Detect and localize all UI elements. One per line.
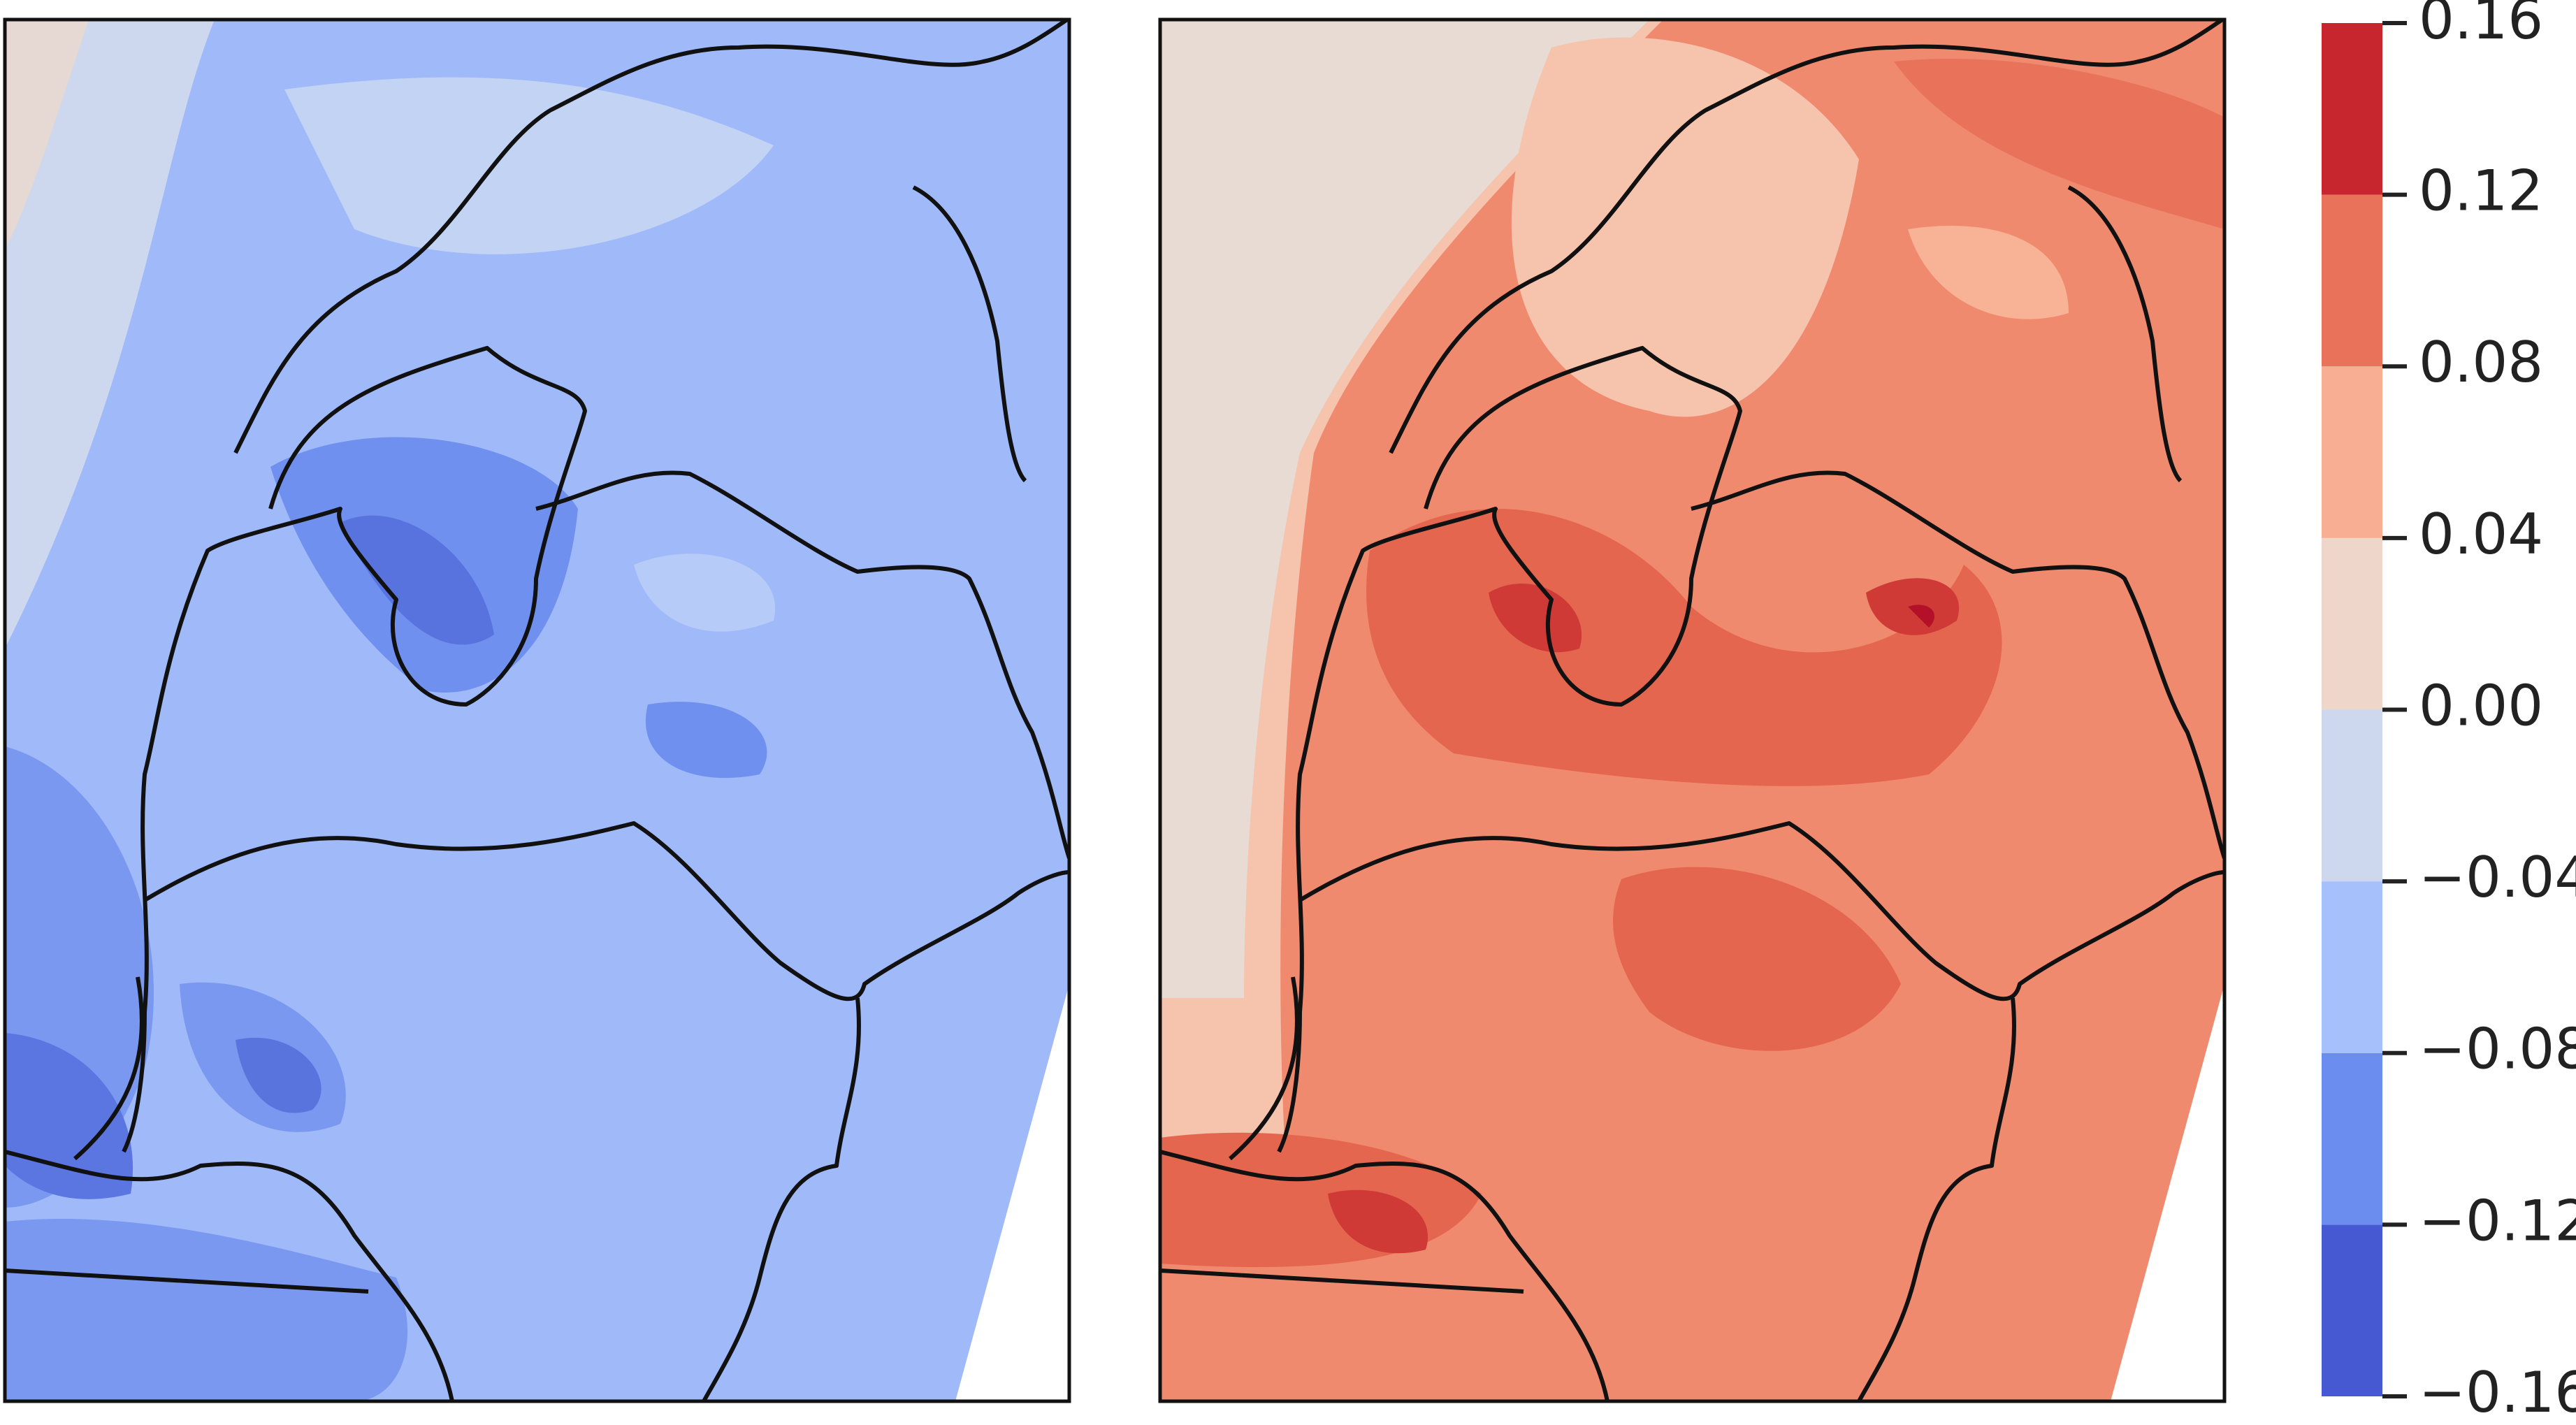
colorbar-tick-label: −0.12 [2419, 1188, 2576, 1253]
colorbar-tick-label: −0.04 [2419, 845, 2576, 910]
colorbar-segment [2322, 23, 2382, 195]
colorbar-segment [2322, 1053, 2382, 1225]
colorbar-segment [2322, 881, 2382, 1053]
colorbar-tick-label: 0.04 [2419, 502, 2543, 567]
colorbar-segment [2322, 366, 2382, 538]
colorbar-segment [2322, 537, 2382, 710]
map-left [3, 17, 1071, 1403]
colorbar-tick-label: 0.16 [2419, 0, 2543, 52]
colorbar-segment [2322, 194, 2382, 367]
colorbar-tick-label: −0.16 [2419, 1360, 2576, 1422]
colorbar-tick-label: 0.12 [2419, 159, 2543, 224]
colorbar-tick-label: −0.08 [2419, 1017, 2576, 1082]
colorbar-tick-label: 0.08 [2419, 330, 2543, 395]
map-right [1158, 17, 2227, 1403]
colorbar-segment [2322, 1224, 2382, 1396]
colorbar-segment [2322, 709, 2382, 882]
colorbar-tick-label: 0.00 [2419, 673, 2543, 738]
